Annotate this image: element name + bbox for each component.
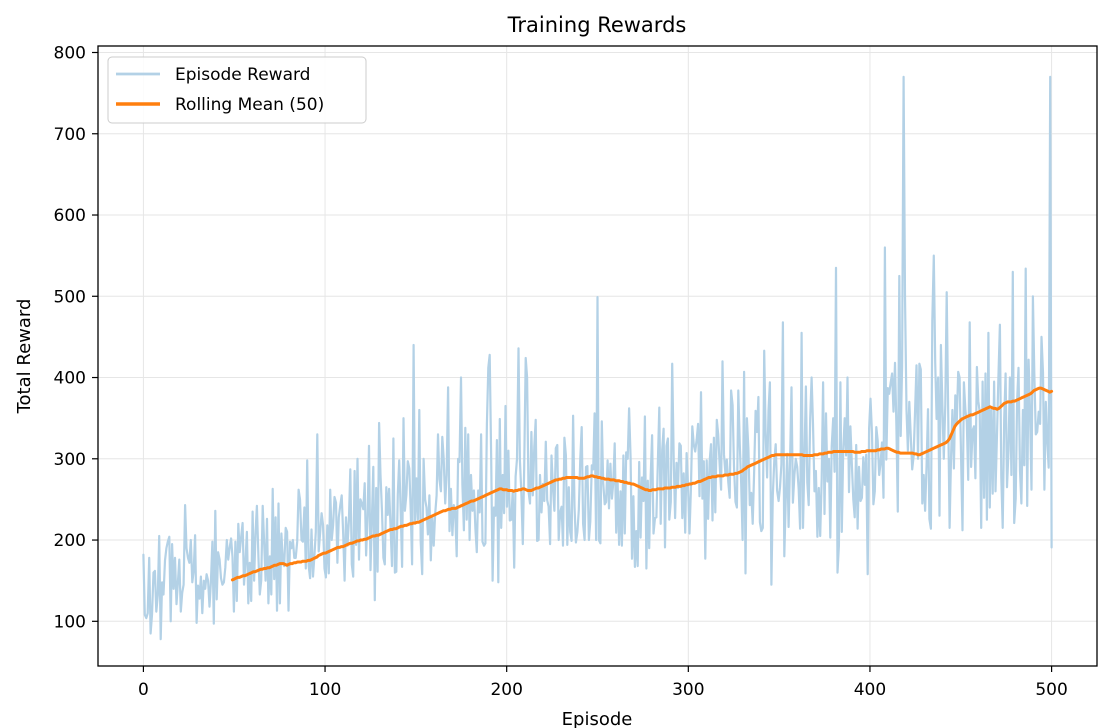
plot-lines bbox=[142, 75, 1054, 641]
y-tick-label: 700 bbox=[54, 125, 86, 145]
plot-frame bbox=[97, 45, 1098, 667]
y-tick-label: 300 bbox=[54, 450, 86, 470]
y-axis-label: Total Reward bbox=[14, 299, 35, 415]
series-line-1 bbox=[142, 75, 1053, 641]
x-tick-label: 500 bbox=[1035, 680, 1067, 700]
x-tick-label: 200 bbox=[490, 680, 522, 700]
legend-label-2: Rolling Mean (50) bbox=[175, 95, 324, 115]
y-tick-label: 800 bbox=[54, 44, 86, 64]
y-tick-label: 600 bbox=[54, 206, 86, 226]
x-tick-label: 300 bbox=[672, 680, 704, 700]
legend: Episode Reward Rolling Mean (50) bbox=[107, 56, 367, 124]
y-tick-label: 200 bbox=[54, 531, 86, 551]
legend-label-1: Episode Reward bbox=[175, 65, 310, 85]
y-axis: 100 200 300 400 500 600 700 800 bbox=[54, 44, 98, 632]
x-axis-label: Episode bbox=[562, 709, 633, 728]
x-tick-label: 0 bbox=[138, 680, 149, 700]
x-tick-label: 400 bbox=[854, 680, 886, 700]
x-tick-label: 100 bbox=[309, 680, 341, 700]
y-tick-label: 100 bbox=[54, 612, 86, 632]
series-line-2 bbox=[230, 386, 1054, 582]
y-tick-label: 400 bbox=[54, 369, 86, 389]
chart-title: Training Rewards bbox=[507, 13, 687, 37]
y-tick-label: 500 bbox=[54, 287, 86, 307]
legend-box bbox=[107, 56, 367, 124]
x-axis: 0 100 200 300 400 500 bbox=[138, 666, 1068, 700]
